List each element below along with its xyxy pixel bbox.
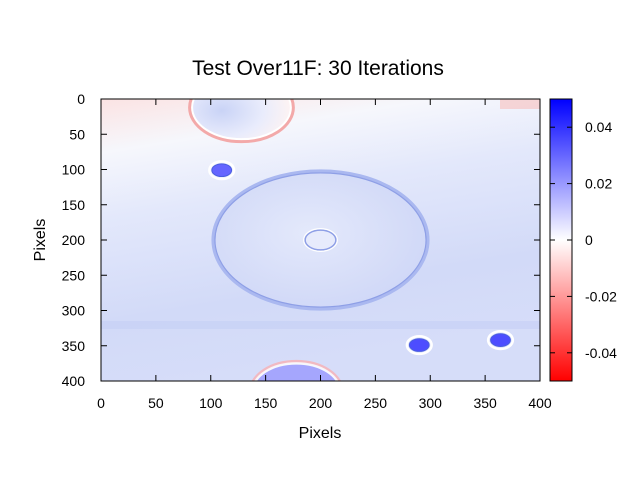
y-tick-label-1: 50 <box>69 126 85 142</box>
y-tick-label-7: 350 <box>62 338 86 354</box>
colorbar-tick-label-2: 0 <box>585 232 593 248</box>
y-tick-label-8: 400 <box>62 373 86 389</box>
y-axis-title: Pixels <box>32 219 49 262</box>
y-tick-label-3: 150 <box>62 197 86 213</box>
y-tick-label-4: 200 <box>62 232 86 248</box>
chart-title: Test Over11F: 30 Iterations <box>192 57 444 80</box>
feature-disk-2 <box>192 76 291 139</box>
horizontal-band <box>101 321 540 329</box>
x-tick-label-3: 150 <box>254 395 278 411</box>
colorbar: 0.04 0.02 0 -0.02 -0.04 <box>550 99 617 381</box>
feature-disk-6 <box>252 363 340 419</box>
x-axis-title: Pixels <box>299 425 342 442</box>
feature-disk-1 <box>305 230 336 250</box>
colorbar-tick-label-1: 0.02 <box>585 176 612 192</box>
y-tick-label-6: 300 <box>62 303 86 319</box>
y-tick-label-2: 100 <box>62 162 86 178</box>
x-tick-label-5: 250 <box>364 395 388 411</box>
y-tick-label-0: 0 <box>77 91 85 107</box>
feature-disk-4 <box>409 339 429 352</box>
red-corner <box>500 99 540 109</box>
colorbar-tick-label-3: -0.02 <box>585 288 617 304</box>
x-tick-label-1: 50 <box>148 395 164 411</box>
colorbar-tick-label-4: -0.04 <box>585 345 617 361</box>
x-tick-label-8: 400 <box>528 395 552 411</box>
x-tick-label-6: 300 <box>419 395 443 411</box>
x-tick-label-4: 200 <box>309 395 333 411</box>
plot-area <box>101 74 540 422</box>
colorbar-tick-label-0: 0.04 <box>585 119 612 135</box>
feature-disk-3 <box>212 164 232 177</box>
y-tick-label-5: 250 <box>62 267 86 283</box>
feature-disk-5 <box>491 334 511 347</box>
x-tick-label-0: 0 <box>97 395 105 411</box>
x-tick-label-7: 350 <box>473 395 497 411</box>
x-tick-label-2: 100 <box>199 395 223 411</box>
